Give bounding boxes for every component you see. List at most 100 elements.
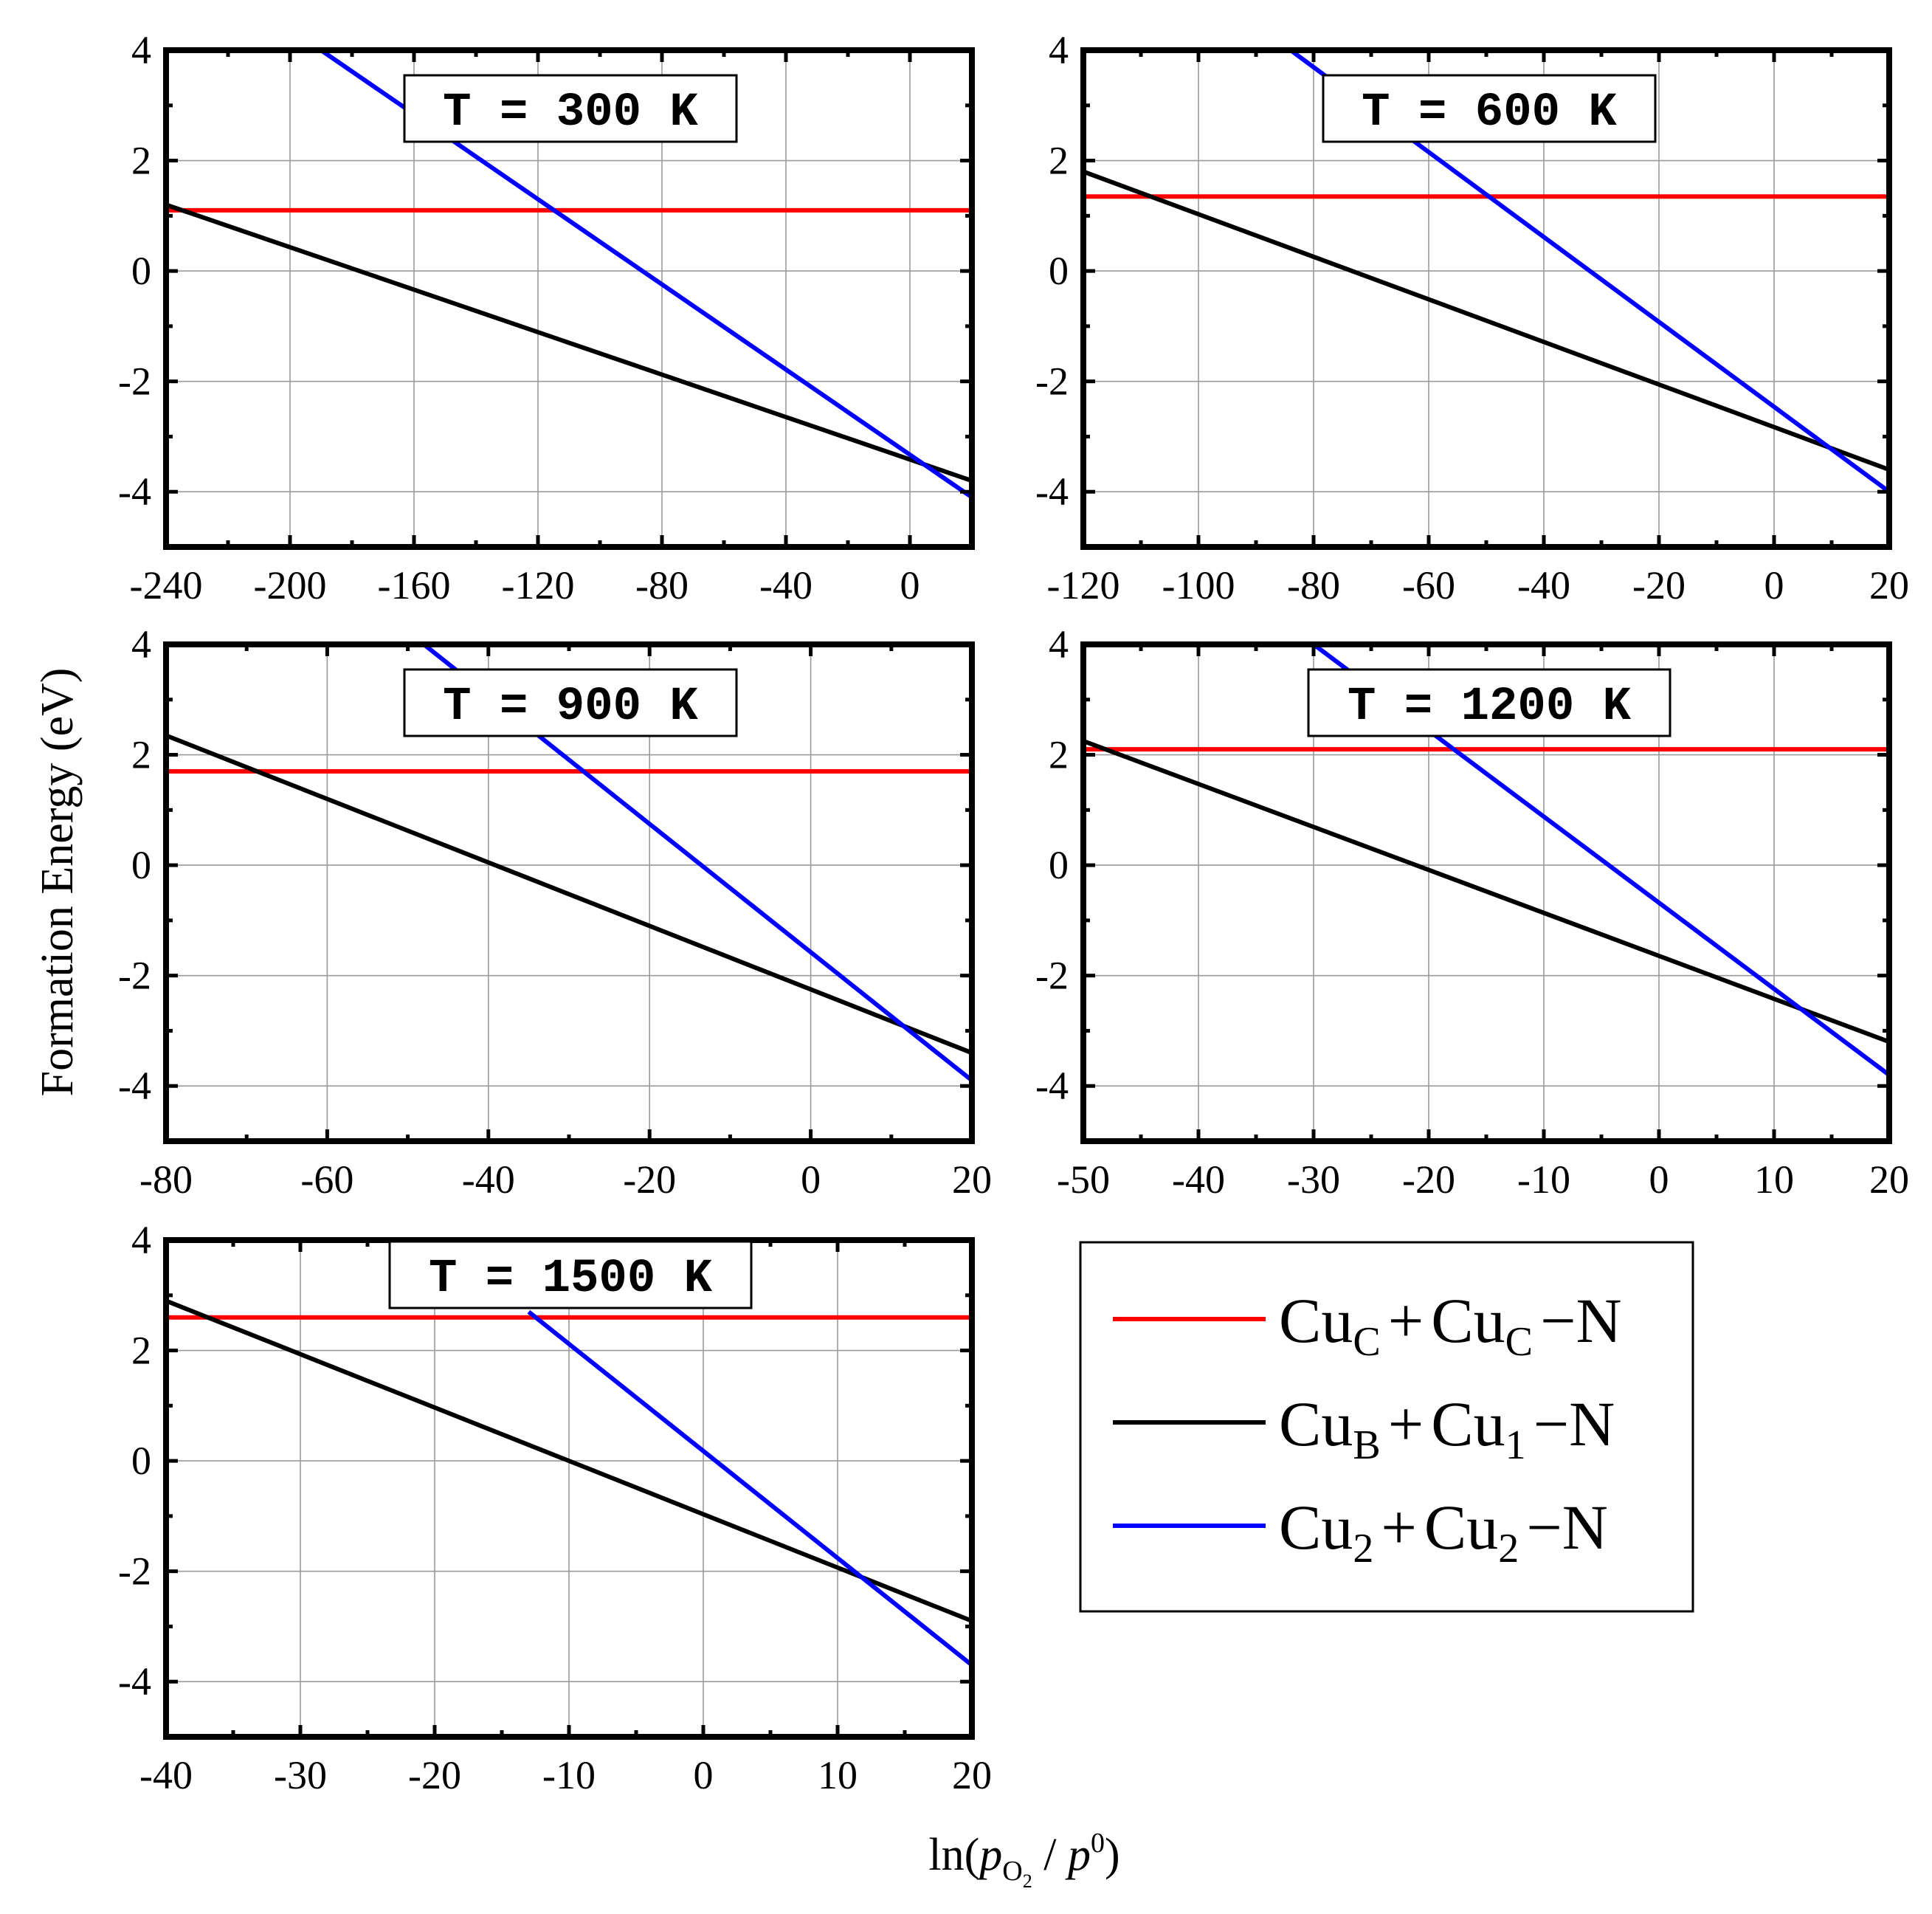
x-tick-label: -20 — [623, 1157, 676, 1202]
x-tick-label: 20 — [1869, 1157, 1909, 1202]
x-tick-label: -30 — [274, 1753, 327, 1797]
temperature-box — [1322, 74, 1657, 143]
x-tick-label: -10 — [542, 1753, 596, 1797]
x-tick-label: -10 — [1517, 1157, 1570, 1202]
series-line-2 — [166, 1298, 972, 1623]
y-tick-label: 2 — [131, 733, 151, 777]
y-tick-label: 4 — [131, 28, 151, 72]
temperature-title: T = 1500 K — [429, 1253, 713, 1306]
x-tick-label: -40 — [1517, 563, 1570, 607]
legend-entry-3-base2: Cu — [1424, 1492, 1498, 1563]
x-axis-label-suffix: ) — [1105, 1830, 1120, 1880]
y-tick-label: 0 — [131, 249, 151, 293]
x-tick-label: -50 — [1057, 1157, 1110, 1202]
x-axis-label-p-sub: O — [1002, 1856, 1022, 1887]
x-tick-label: -200 — [254, 563, 327, 607]
x-tick-label: 0 — [1764, 563, 1784, 607]
x-tick-label: -100 — [1162, 563, 1235, 607]
x-tick-label: 0 — [801, 1157, 821, 1202]
legend-entry-1-sub1: C — [1353, 1319, 1380, 1365]
x-axis-label-p: p — [976, 1830, 1002, 1880]
legend-entry-2-base2: Cu — [1431, 1388, 1505, 1459]
x-tick-label: -80 — [635, 563, 689, 607]
x-axis-label-p0-sup: 0 — [1091, 1828, 1105, 1859]
x-tick-label: -60 — [1402, 563, 1455, 607]
legend-entry-2-sub1: B — [1353, 1422, 1380, 1468]
y-tick-label: 2 — [1049, 733, 1069, 777]
y-tick-label: 0 — [1049, 249, 1069, 293]
legend-entry-2-suffix: −N — [1533, 1388, 1615, 1459]
x-axis-label: ln(pO2 / p0) — [928, 1828, 1119, 1892]
x-axis-label-prefix: ln( — [928, 1830, 979, 1880]
legend-entry-3: Cu2 + Cu2 −N — [1279, 1492, 1608, 1572]
y-tick-label: 0 — [131, 1439, 151, 1483]
y-tick-label: -2 — [118, 1549, 151, 1594]
x-tick-label: -40 — [462, 1157, 515, 1202]
legend-entry-1-sub2: C — [1505, 1319, 1533, 1365]
series-line-2 — [1083, 169, 1889, 472]
x-tick-label: 0 — [694, 1753, 714, 1797]
legend-entry-1: CuC + CuC −N — [1279, 1285, 1622, 1365]
x-tick-label: 20 — [1869, 563, 1909, 607]
y-tick-label: -2 — [118, 954, 151, 998]
x-tick-label: -30 — [1287, 1157, 1340, 1202]
legend: CuC + CuC −N CuB + Cu1 −N Cu2 + Cu2 −N — [1079, 1241, 1694, 1613]
series-line-3 — [527, 1309, 972, 1667]
x-tick-label: -80 — [139, 1157, 193, 1202]
legend-entry-3-sub1: 2 — [1353, 1526, 1373, 1572]
plot-frame — [163, 641, 975, 1144]
y-tick-label: 0 — [1049, 843, 1069, 887]
x-tick-label: 10 — [1754, 1157, 1794, 1202]
y-tick-label: 4 — [131, 622, 151, 667]
legend-entry-2-base1: Cu — [1279, 1388, 1353, 1459]
legend-entry-3-base1: Cu — [1279, 1492, 1353, 1563]
temperature-title: T = 300 K — [443, 86, 698, 140]
legend-entry-1-suffix: −N — [1540, 1285, 1622, 1356]
legend-entry-2-plus: + — [1388, 1388, 1424, 1459]
y-tick-label: -4 — [1035, 1064, 1069, 1108]
x-tick-label: -20 — [1402, 1157, 1455, 1202]
y-tick-label: -4 — [118, 469, 151, 514]
legend-entry-3-suffix: −N — [1526, 1492, 1608, 1563]
y-tick-label: -4 — [118, 1064, 151, 1108]
x-axis-label-p-subsub: 2 — [1023, 1870, 1032, 1892]
x-tick-label: -120 — [1047, 563, 1120, 607]
y-tick-label: 0 — [131, 843, 151, 887]
y-tick-label: -4 — [1035, 469, 1069, 514]
legend-entry-1-plus: + — [1388, 1285, 1424, 1356]
y-tick-label: -2 — [118, 359, 151, 404]
y-axis-label: Formation Energy (eV) — [32, 668, 83, 1097]
plot-frame — [1080, 47, 1892, 550]
temperature-title: T = 900 K — [443, 681, 698, 734]
series-line-2 — [166, 202, 972, 483]
x-axis-label-p0: p — [1065, 1830, 1091, 1880]
legend-entry-1-base2: Cu — [1431, 1285, 1505, 1356]
x-tick-label: -20 — [1632, 563, 1686, 607]
x-tick-label: -40 — [759, 563, 813, 607]
legend-entry-3-plus: + — [1381, 1492, 1417, 1563]
series-line-2 — [1083, 739, 1889, 1044]
temperature-box — [403, 668, 738, 737]
temperature-box — [388, 1240, 753, 1309]
temperature-title: T = 1200 K — [1348, 681, 1632, 734]
legend-entry-1-base1: Cu — [1279, 1285, 1353, 1356]
y-tick-label: -2 — [1035, 954, 1069, 998]
x-tick-label: -60 — [300, 1157, 353, 1202]
y-tick-label: -4 — [118, 1659, 151, 1704]
x-tick-label: -160 — [378, 563, 451, 607]
x-tick-label: 0 — [900, 563, 920, 607]
y-tick-label: 4 — [1049, 622, 1069, 667]
x-tick-label: 10 — [818, 1753, 858, 1797]
y-tick-label: 2 — [131, 1329, 151, 1373]
x-tick-label: -40 — [139, 1753, 193, 1797]
x-axis-label-slash: / — [1032, 1830, 1068, 1880]
y-tick-label: 2 — [131, 139, 151, 183]
x-tick-label: -40 — [1172, 1157, 1225, 1202]
legend-entry-3-sub2: 2 — [1498, 1526, 1519, 1572]
